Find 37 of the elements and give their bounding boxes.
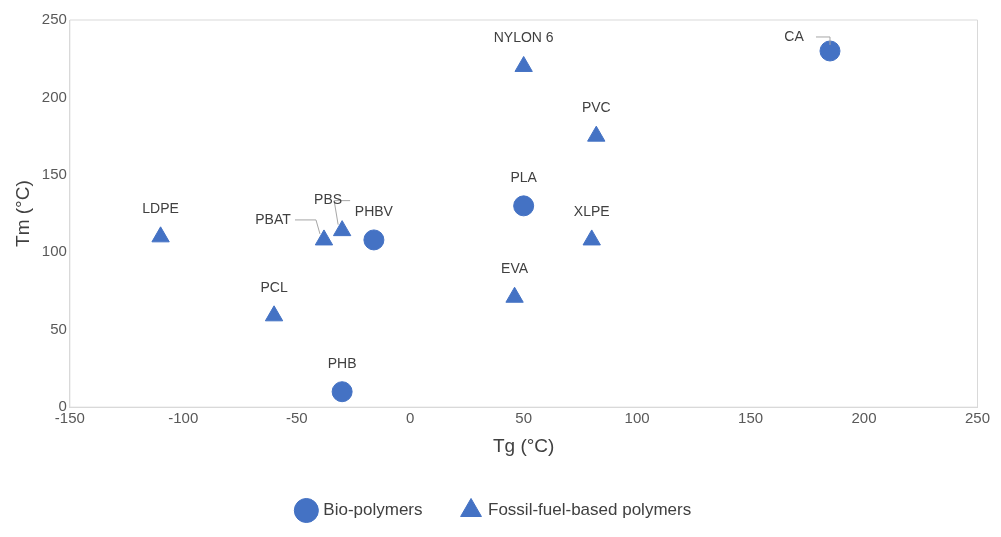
- y-tick-label: 150: [41, 165, 67, 183]
- point: [514, 55, 533, 72]
- y-tick-label: 200: [41, 87, 67, 105]
- annotation: NYLON 6: [493, 29, 554, 46]
- x-tick-label: 150: [738, 409, 764, 427]
- point: [332, 220, 352, 237]
- annotation: LDPE: [142, 199, 179, 216]
- annotation: PBS: [314, 191, 343, 208]
- x-tick-label: 0: [406, 409, 415, 427]
- point: [582, 229, 601, 246]
- point: [505, 286, 524, 303]
- legend-label: Fossil-fuel-based polymers: [488, 500, 692, 520]
- y-axis-title: Tm (°C): [11, 180, 33, 247]
- x-tick-label: 250: [964, 409, 990, 427]
- x-tick-label: 50: [515, 409, 532, 427]
- y-tick-label: 250: [41, 10, 67, 28]
- x-tick-label: 200: [851, 409, 877, 427]
- y-tick-label: 50: [50, 319, 67, 337]
- annotation: EVA: [501, 260, 529, 277]
- x-tick-label: -100: [168, 409, 199, 427]
- annotation: PVC: [581, 99, 611, 116]
- annotation: PHB: [327, 354, 357, 371]
- annotation: PLA: [510, 168, 538, 185]
- point: [314, 229, 334, 246]
- annotation: CA: [784, 27, 805, 44]
- x-tick-label: -50: [285, 409, 308, 427]
- x-tick-label: 100: [624, 409, 650, 427]
- point: [587, 125, 606, 142]
- point: [151, 226, 170, 243]
- annotation: XLPE: [573, 202, 610, 219]
- y-tick-label: 100: [41, 242, 67, 260]
- annotation: PCL: [260, 278, 288, 295]
- point: [264, 305, 284, 322]
- legend-label: Bio-polymers: [323, 500, 423, 520]
- annotation: PHBV: [354, 202, 394, 219]
- annotation: PBAT: [255, 210, 292, 227]
- x-axis-title: Tg (°C): [492, 434, 555, 456]
